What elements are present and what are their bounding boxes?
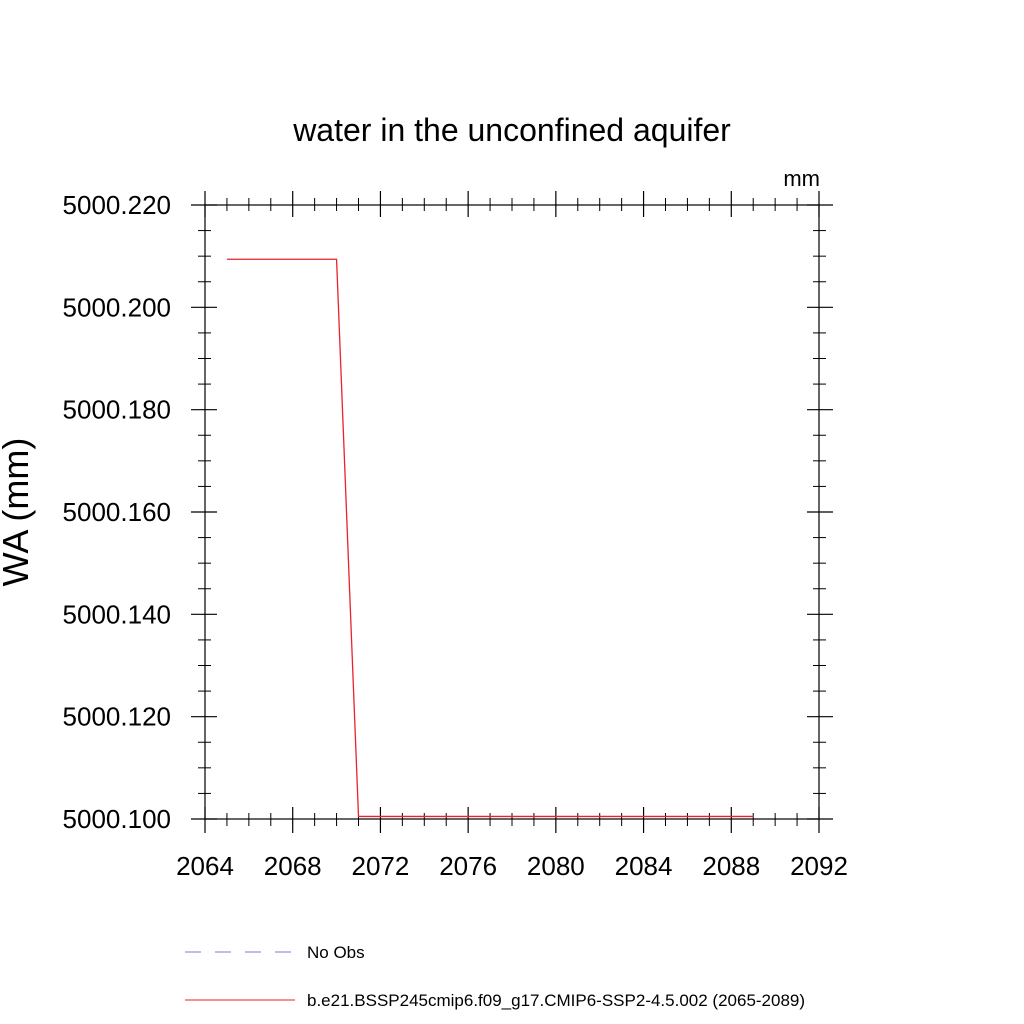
y-tick-label: 5000.160 bbox=[63, 497, 171, 527]
x-tick-label: 2088 bbox=[702, 851, 760, 881]
units-label: mm bbox=[783, 166, 820, 191]
x-tick-label: 2080 bbox=[527, 851, 585, 881]
legend-label: No Obs bbox=[307, 943, 365, 962]
plot-frame bbox=[204, 204, 820, 820]
x-tick-label: 2084 bbox=[615, 851, 673, 881]
legend: No Obs b.e21.BSSP245cmip6.f09_g17.CMIP6-S… bbox=[185, 943, 805, 1010]
x-tick-label: 2064 bbox=[176, 851, 234, 881]
axis-ticks bbox=[191, 191, 833, 833]
series-line-0 bbox=[226, 258, 754, 818]
x-tick-label: 2076 bbox=[439, 851, 497, 881]
tick-labels: 2064 2068 2072 2076 2080 2084 2088 2092 5000.100… bbox=[63, 190, 848, 881]
y-tick-label: 5000.140 bbox=[63, 599, 171, 629]
y-tick-label: 5000.220 bbox=[63, 190, 171, 220]
y-axis-label: WA (mm) bbox=[0, 438, 36, 587]
y-tick-label: 5000.180 bbox=[63, 395, 171, 425]
series-lines bbox=[226, 258, 754, 818]
x-tick-label: 2072 bbox=[352, 851, 410, 881]
y-tick-label: 5000.100 bbox=[63, 804, 171, 834]
legend-label: b.e21.BSSP245cmip6.f09_g17.CMIP6-SSP2-4.… bbox=[307, 991, 805, 1010]
chart-title: water in the unconfined aquifer bbox=[292, 112, 731, 148]
y-tick-label: 5000.200 bbox=[63, 292, 171, 322]
x-tick-label: 2068 bbox=[264, 851, 322, 881]
y-tick-label: 5000.120 bbox=[63, 702, 171, 732]
x-tick-label: 2092 bbox=[790, 851, 848, 881]
